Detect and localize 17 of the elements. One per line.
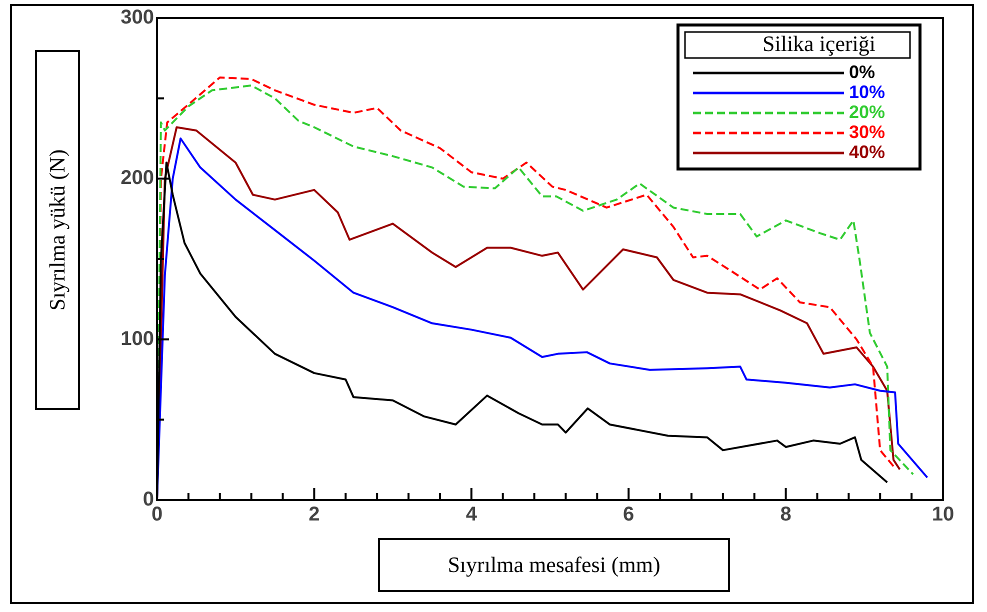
x-axis-title: Sıyrılma mesafesi (mm) <box>378 538 730 592</box>
y-tick-label: 0 <box>142 488 154 511</box>
text: 40% <box>849 142 886 162</box>
text: 30% <box>849 122 886 142</box>
y-tick-label: 300 <box>120 6 154 29</box>
legend-title: Silika içeriği <box>762 30 876 56</box>
y-tick-label: 100 <box>120 328 154 350</box>
y-axis-title: Sıyrılma yükü (N) <box>44 149 70 311</box>
text: 20% <box>849 102 886 122</box>
x-tick-label: 4 <box>466 504 478 526</box>
x-tick-label: 6 <box>623 504 634 526</box>
y-tick-label: 200 <box>120 167 154 190</box>
x-tick-label: 8 <box>780 504 792 526</box>
text: 0% <box>849 62 876 82</box>
text: 10% <box>849 82 886 102</box>
x-tick-label: 2 <box>308 504 320 526</box>
x-tick-label: 10 <box>932 504 954 526</box>
